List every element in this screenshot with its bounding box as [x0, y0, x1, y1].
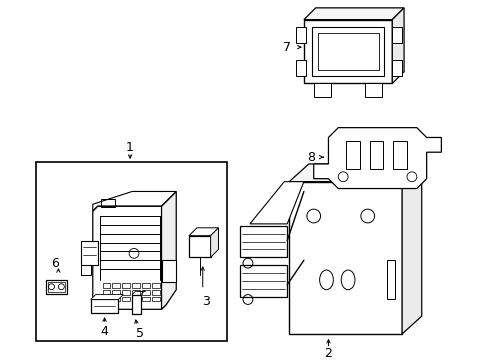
Bar — [311, 27, 384, 76]
Polygon shape — [313, 128, 441, 189]
Bar — [122, 290, 130, 294]
Text: 1: 1 — [126, 141, 134, 154]
Bar — [132, 297, 140, 301]
Bar — [161, 260, 176, 282]
Text: 4: 4 — [101, 325, 108, 338]
Bar — [132, 294, 141, 314]
Text: 3: 3 — [202, 295, 209, 308]
Polygon shape — [91, 294, 123, 300]
Bar — [132, 283, 140, 288]
Bar — [364, 84, 382, 97]
Bar — [132, 290, 140, 294]
Bar — [369, 141, 383, 169]
Text: 7: 7 — [283, 41, 291, 54]
Bar — [151, 290, 159, 294]
Bar — [47, 282, 65, 292]
Bar — [391, 60, 401, 76]
Polygon shape — [288, 182, 401, 334]
Polygon shape — [391, 8, 403, 84]
Bar — [313, 84, 331, 97]
Bar — [122, 283, 130, 288]
Bar — [317, 33, 378, 70]
Bar — [102, 297, 110, 301]
Polygon shape — [81, 240, 98, 265]
Bar — [386, 260, 394, 300]
Bar — [45, 280, 67, 294]
Bar — [102, 290, 110, 294]
Polygon shape — [210, 228, 218, 257]
Polygon shape — [249, 182, 303, 224]
Text: 2: 2 — [324, 347, 332, 360]
Polygon shape — [401, 164, 421, 334]
Text: 5: 5 — [136, 327, 143, 340]
Bar — [295, 60, 305, 76]
Polygon shape — [93, 206, 166, 309]
Bar — [36, 162, 227, 341]
Text: 6: 6 — [51, 257, 59, 270]
Bar — [391, 27, 401, 43]
Bar — [142, 297, 149, 301]
Bar — [112, 297, 120, 301]
Bar — [240, 265, 286, 297]
Bar — [151, 297, 159, 301]
Bar — [112, 290, 120, 294]
Bar — [240, 226, 286, 257]
Bar — [112, 283, 120, 288]
Polygon shape — [189, 228, 218, 236]
Bar — [122, 297, 130, 301]
Polygon shape — [303, 8, 403, 20]
Bar — [142, 283, 149, 288]
Bar — [295, 27, 305, 43]
Bar — [101, 199, 115, 207]
Bar — [392, 141, 406, 169]
Bar — [189, 236, 210, 257]
Bar — [346, 141, 359, 169]
Bar — [91, 300, 118, 313]
Bar — [151, 283, 159, 288]
Bar — [142, 290, 149, 294]
Polygon shape — [161, 192, 176, 309]
Polygon shape — [288, 164, 421, 182]
Bar — [303, 20, 391, 84]
Text: 8: 8 — [306, 150, 314, 163]
Bar — [102, 283, 110, 288]
